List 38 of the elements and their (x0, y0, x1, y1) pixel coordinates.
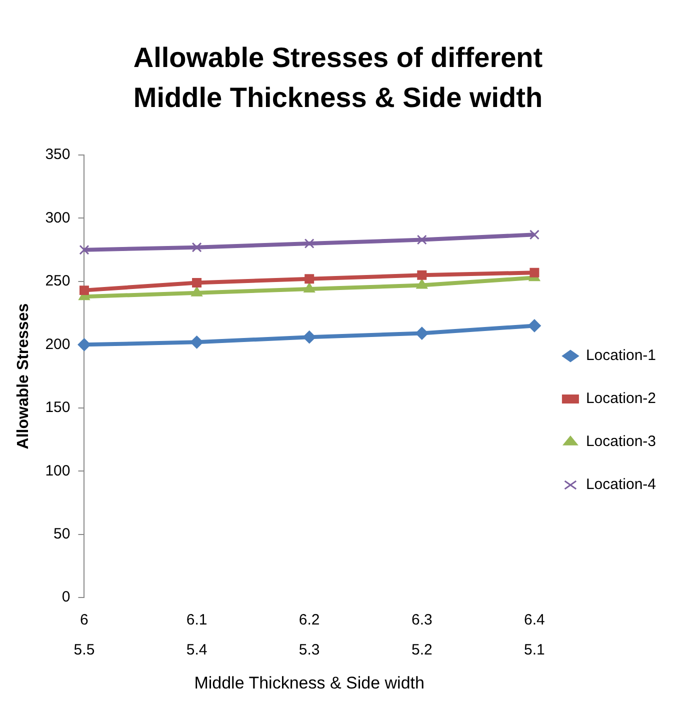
legend-label: Location-4 (586, 476, 656, 494)
point (529, 230, 540, 240)
point (79, 286, 89, 296)
point (79, 244, 90, 255)
point (417, 270, 427, 280)
point (304, 282, 316, 293)
point (191, 286, 202, 296)
point (416, 234, 427, 245)
point (192, 278, 202, 288)
y-tick-label: 350 (45, 146, 70, 164)
y-tick-label: 150 (45, 399, 70, 416)
legend-label: Location-3 (586, 433, 656, 450)
x-tick-label: 6.1 5.4 (186, 612, 208, 659)
x-tick-label: 6.4 5.1 (524, 612, 545, 659)
y-tick-label: 200 (45, 336, 70, 353)
y-tick-label: 50 (54, 526, 70, 543)
point (416, 278, 428, 289)
y-tick-label: 100 (45, 462, 70, 480)
x-tick-label: 6.2 5.3 (298, 612, 320, 659)
point (78, 338, 91, 352)
point (415, 326, 428, 340)
point (192, 242, 202, 252)
point (528, 319, 541, 332)
y-tick-label: 0 (62, 588, 70, 606)
point (530, 268, 540, 278)
point (190, 336, 204, 349)
y-tick-label: 250 (45, 272, 70, 290)
y-axis-title: Allowable Stresses (15, 303, 32, 450)
legend-label: Location-1 (586, 347, 656, 364)
x-tick-label: 6 5.5 (74, 612, 95, 659)
legend-label: Location-2 (586, 390, 656, 408)
point (302, 330, 316, 344)
point (304, 238, 314, 249)
x-tick-label: 6.3 5.2 (411, 612, 432, 659)
x-axis-title: Middle Thickness & Side width (194, 673, 424, 692)
y-tick-label: 300 (45, 209, 70, 226)
chart-title: Allowable Stresses of different Middle Thickness & Side width (132, 41, 544, 115)
point (304, 274, 314, 284)
